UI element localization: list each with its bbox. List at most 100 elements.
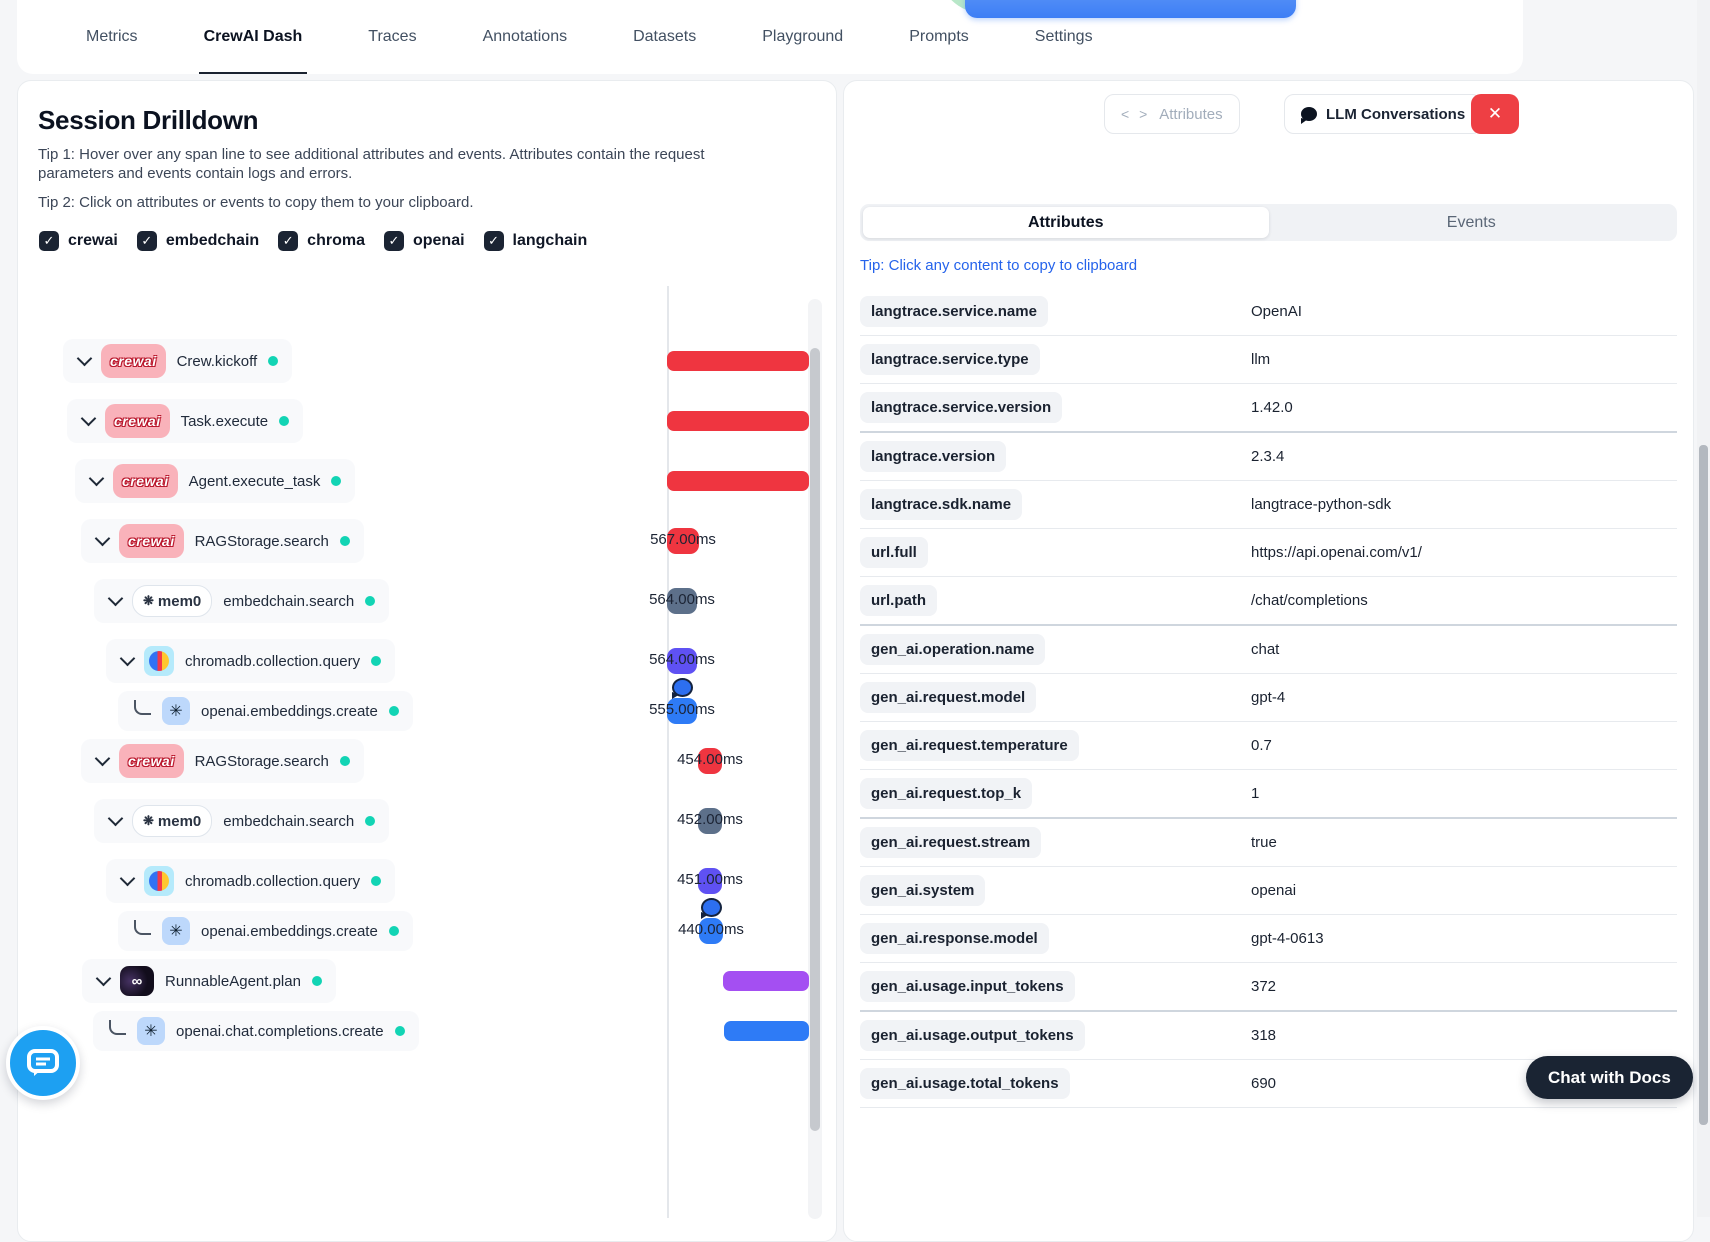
attribute-value[interactable]: https://api.openai.com/v1/ xyxy=(1251,544,1422,561)
tab-traces[interactable]: Traces xyxy=(368,28,417,45)
tab-prompts[interactable]: Prompts xyxy=(909,28,969,45)
tree-scrollbar-thumb[interactable] xyxy=(810,348,820,1131)
span-row-openai-embeddings-create[interactable]: ✳ openai.embeddings.create xyxy=(118,691,413,731)
attribute-row-gen-ai-request-top-k[interactable]: gen_ai.request.top_k 1 xyxy=(860,770,1677,819)
chevron-down-icon[interactable] xyxy=(88,470,105,487)
checkbox-chroma[interactable]: ✓ xyxy=(278,231,299,251)
span-row-embedchain-search[interactable]: ❋ mem0 embedchain.search xyxy=(94,579,390,623)
span-row-chromadb-collection-query[interactable]: chromadb.collection.query xyxy=(106,859,396,903)
copy-tip-link[interactable]: Tip: Click any content to copy to clipbo… xyxy=(860,257,1138,274)
window-scrollbar-thumb[interactable] xyxy=(1699,445,1708,1125)
event-bubble-icon[interactable] xyxy=(701,898,722,917)
span-duration-bar[interactable] xyxy=(698,808,722,834)
chat-widget-launcher[interactable] xyxy=(6,1026,80,1100)
filter-embedchain[interactable]: ✓ embedchain xyxy=(136,231,259,251)
filter-openai[interactable]: ✓ openai xyxy=(383,231,465,251)
attribute-value[interactable]: openai xyxy=(1251,882,1297,899)
attribute-value[interactable]: 318 xyxy=(1251,1027,1277,1044)
span-row-ragstorage-search[interactable]: crewai RAGStorage.search xyxy=(81,739,364,783)
span-row-openai-chat-completions-create[interactable]: ✳ openai.chat.completions.create xyxy=(93,1011,419,1051)
attribute-key[interactable]: url.full xyxy=(860,537,928,568)
span-row-runnableagent-plan[interactable]: ∞ RunnableAgent.plan xyxy=(82,959,336,1003)
attribute-key[interactable]: langtrace.version xyxy=(860,441,1007,472)
filter-chroma[interactable]: ✓ chroma xyxy=(278,231,365,251)
attribute-value[interactable]: 1.42.0 xyxy=(1251,399,1293,416)
attribute-row-langtrace-service-name[interactable]: langtrace.service.name OpenAI xyxy=(860,288,1677,336)
span-duration-bar[interactable] xyxy=(724,1021,809,1041)
chevron-down-icon[interactable] xyxy=(107,810,124,827)
checkbox-langchain[interactable]: ✓ xyxy=(483,231,504,251)
span-row-chromadb-collection-query[interactable]: chromadb.collection.query xyxy=(106,639,396,683)
tab-settings[interactable]: Settings xyxy=(1034,28,1093,45)
span-duration-bar[interactable] xyxy=(667,471,809,491)
attribute-key[interactable]: gen_ai.request.stream xyxy=(860,827,1042,858)
span-duration-bar[interactable] xyxy=(698,868,722,894)
chevron-down-icon[interactable] xyxy=(95,970,112,987)
chevron-down-icon[interactable] xyxy=(119,650,136,667)
span-duration-bar[interactable] xyxy=(667,411,809,431)
attribute-key[interactable]: langtrace.service.name xyxy=(860,296,1048,327)
chevron-down-icon[interactable] xyxy=(94,750,111,767)
attribute-key[interactable]: gen_ai.request.top_k xyxy=(860,778,1033,809)
span-duration-bar[interactable] xyxy=(667,528,699,554)
attribute-row-gen-ai-usage-input-tokens[interactable]: gen_ai.usage.input_tokens 372 xyxy=(860,963,1677,1012)
close-button[interactable]: ✕ xyxy=(1471,94,1519,134)
tab-crewai-dash[interactable]: CrewAI Dash xyxy=(198,0,308,74)
chat-with-docs-button[interactable]: Chat with Docs xyxy=(1526,1056,1693,1099)
attribute-value[interactable]: gpt-4-0613 xyxy=(1251,930,1324,947)
span-row-openai-embeddings-create[interactable]: ✳ openai.embeddings.create xyxy=(118,911,413,951)
span-duration-bar[interactable] xyxy=(723,971,809,991)
tab-events[interactable]: Events xyxy=(1446,213,1496,231)
chevron-down-icon[interactable] xyxy=(94,530,111,547)
attribute-value[interactable]: true xyxy=(1251,834,1277,851)
attribute-key[interactable]: url.path xyxy=(860,585,937,616)
span-row-embedchain-search[interactable]: ❋ mem0 embedchain.search xyxy=(94,799,390,843)
attribute-value[interactable]: 1 xyxy=(1251,785,1260,802)
span-duration-bar[interactable] xyxy=(667,351,809,371)
checkbox-crewai[interactable]: ✓ xyxy=(39,231,59,251)
attribute-value[interactable]: 690 xyxy=(1251,1075,1277,1092)
chevron-down-icon[interactable] xyxy=(107,590,124,607)
attribute-row-url-path[interactable]: url.path/chat/completions xyxy=(860,577,1677,626)
tab-datasets[interactable]: Datasets xyxy=(633,28,697,45)
span-row-task-execute[interactable]: crewai Task.execute xyxy=(67,399,304,443)
attribute-value[interactable]: 372 xyxy=(1251,978,1277,995)
attribute-key[interactable]: gen_ai.request.model xyxy=(860,682,1037,713)
attribute-value[interactable]: /chat/completions xyxy=(1251,592,1368,609)
span-duration-bar[interactable] xyxy=(667,698,697,724)
attributes-toggle-button[interactable]: < > Attributes xyxy=(1104,94,1240,134)
filter-crewai[interactable]: ✓ crewai xyxy=(39,231,118,251)
attribute-value[interactable]: langtrace-python-sdk xyxy=(1251,496,1392,513)
attribute-row-langtrace-sdk-name[interactable]: langtrace.sdk.name langtrace-python-sdk xyxy=(860,481,1677,529)
span-duration-bar[interactable] xyxy=(698,748,722,774)
attribute-row-langtrace-service-version[interactable]: langtrace.service.version 1.42.0 xyxy=(860,384,1677,433)
attribute-row-gen-ai-usage-output-tokens[interactable]: gen_ai.usage.output_tokens 318 xyxy=(860,1012,1677,1060)
attribute-key[interactable]: gen_ai.usage.total_tokens xyxy=(860,1068,1070,1099)
chevron-down-icon[interactable] xyxy=(76,350,93,367)
attribute-key[interactable]: gen_ai.usage.output_tokens xyxy=(860,1020,1085,1051)
span-row-ragstorage-search[interactable]: crewai RAGStorage.search xyxy=(81,519,364,563)
chevron-down-icon[interactable] xyxy=(119,870,136,887)
span-duration-bar[interactable] xyxy=(699,918,723,944)
span-duration-bar[interactable] xyxy=(667,648,697,674)
attribute-value[interactable]: chat xyxy=(1251,641,1280,658)
attribute-key[interactable]: gen_ai.usage.input_tokens xyxy=(860,971,1075,1002)
span-duration-bar[interactable] xyxy=(667,588,697,614)
tab-metrics[interactable]: Metrics xyxy=(86,28,138,45)
attribute-row-langtrace-service-type[interactable]: langtrace.service.type llm xyxy=(860,336,1677,384)
attribute-row-url-full[interactable]: url.full https://api.openai.com/v1/ xyxy=(860,529,1677,577)
tab-annotations[interactable]: Annotations xyxy=(482,28,568,45)
attribute-row-gen-ai-usage-total-tokens[interactable]: gen_ai.usage.total_tokens 690 xyxy=(860,1060,1677,1108)
attribute-row-gen-ai-system[interactable]: gen_ai.system openai xyxy=(860,867,1677,915)
event-bubble-icon[interactable] xyxy=(672,678,693,697)
attribute-row-gen-ai-request-model[interactable]: gen_ai.request.model gpt-4 xyxy=(860,674,1677,722)
attribute-value[interactable]: OpenAI xyxy=(1251,303,1302,320)
attribute-key[interactable]: gen_ai.system xyxy=(860,875,986,906)
span-row-agent-execute-task[interactable]: crewai Agent.execute_task xyxy=(75,459,356,503)
attribute-key[interactable]: gen_ai.response.model xyxy=(860,923,1049,954)
attribute-value[interactable]: 0.7 xyxy=(1251,737,1272,754)
span-row-crew-kickoff[interactable]: crewai Crew.kickoff xyxy=(63,339,293,383)
attribute-row-gen-ai-operation-name[interactable]: gen_ai.operation.name chat xyxy=(860,626,1677,674)
attribute-key[interactable]: langtrace.sdk.name xyxy=(860,489,1023,520)
llm-conversations-button[interactable]: LLM Conversations xyxy=(1284,94,1483,134)
